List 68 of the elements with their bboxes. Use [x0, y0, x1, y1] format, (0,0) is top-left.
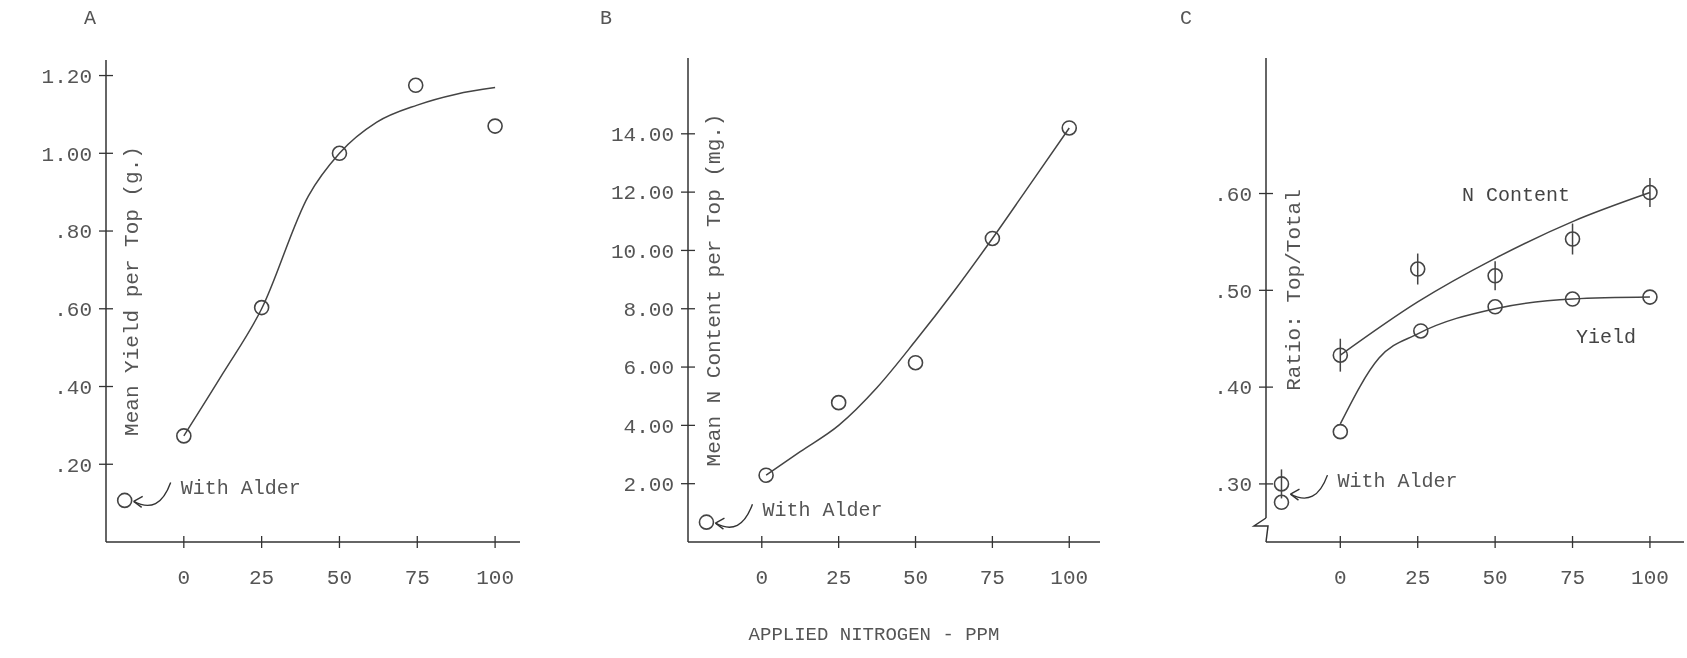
point [1332, 423, 1349, 440]
x-tick-label: 50 [1482, 567, 1508, 590]
y-axis-title: Mean Yield per Top (g.) [121, 146, 144, 436]
point [1564, 231, 1581, 247]
chart-title: A [84, 7, 97, 30]
y-tick-label: 14.00 [610, 124, 674, 148]
point [407, 77, 424, 94]
point [1487, 268, 1503, 284]
x-tick-label: 25 [1405, 567, 1431, 590]
x-tick-label: 100 [476, 567, 514, 590]
x-tick-label: 0 [755, 567, 769, 590]
x-tick-label: 50 [902, 567, 929, 590]
point [907, 354, 924, 371]
point [1409, 261, 1426, 277]
x-tick-label: 50 [326, 567, 353, 590]
point [1487, 298, 1503, 315]
y-tick-label: .20 [54, 454, 92, 478]
series-label: N Content [1461, 183, 1570, 207]
y-tick-label: .40 [1214, 377, 1252, 401]
point [331, 145, 348, 162]
y-tick-label: .50 [1214, 280, 1252, 304]
point [1273, 494, 1290, 511]
y-tick-label: 1.20 [41, 65, 92, 89]
chart-title: C [1180, 7, 1193, 30]
x-tick-label: 75 [1559, 567, 1586, 590]
point [1642, 184, 1658, 201]
point [984, 230, 1001, 247]
x-tick-label: 75 [979, 567, 1005, 590]
point [116, 492, 133, 509]
x-tick-label: 100 [1050, 567, 1089, 590]
point [1564, 291, 1581, 307]
y-tick-label: .40 [54, 376, 92, 400]
point [758, 467, 774, 484]
x-tick-label: 0 [177, 567, 191, 590]
point [698, 514, 715, 530]
x-tick-label: 100 [1631, 567, 1669, 590]
point [1332, 347, 1349, 363]
x-tick-label: 75 [404, 567, 430, 590]
y-tick-label: 8.00 [623, 299, 674, 323]
point [1642, 289, 1658, 305]
point [487, 118, 503, 134]
annotation: With Alder [180, 477, 301, 501]
x-tick-label: 0 [1334, 567, 1347, 590]
y-tick-label: 10.00 [610, 240, 674, 264]
series-label: Yield [1575, 326, 1636, 350]
chart-title: B [600, 7, 613, 30]
y-tick-label: 1.00 [41, 143, 92, 167]
y-axis-title: Ratio: Top/Total [1283, 189, 1306, 391]
point [1413, 323, 1429, 339]
y-tick-label: .60 [54, 299, 92, 323]
x-axis-title: APPLIED NITROGEN - PPM [748, 624, 1000, 646]
annotation: With Alder [762, 499, 883, 523]
point [253, 299, 270, 316]
y-tick-label: 6.00 [623, 357, 674, 381]
y-tick-label: 12.00 [610, 182, 674, 206]
y-tick-label: .30 [1214, 474, 1252, 498]
point [830, 394, 847, 411]
y-tick-label: .80 [54, 221, 92, 245]
x-tick-label: 25 [826, 567, 852, 590]
y-tick-label: 2.00 [623, 474, 674, 498]
point [1061, 120, 1078, 136]
point [1273, 476, 1290, 492]
point [176, 428, 192, 444]
annotation: With Alder [1337, 470, 1458, 494]
y-tick-label: 4.00 [623, 415, 674, 439]
y-axis-title: Mean N Content per Top (mg.) [703, 113, 726, 467]
y-tick-label: .60 [1214, 183, 1252, 207]
x-tick-label: 25 [249, 567, 275, 590]
